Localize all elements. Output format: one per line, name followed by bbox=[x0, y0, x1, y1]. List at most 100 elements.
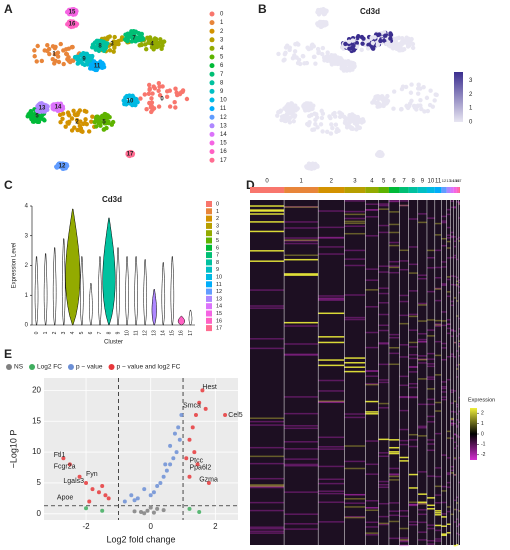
heatmap-streak bbox=[399, 539, 409, 541]
heatmap-streak bbox=[434, 512, 442, 514]
cell-dot bbox=[148, 101, 153, 107]
heatmap-streak bbox=[378, 203, 389, 205]
cell-dot bbox=[320, 111, 326, 116]
heatmap-streak bbox=[441, 490, 447, 492]
cluster-bar bbox=[417, 187, 427, 193]
heatmap-streak bbox=[453, 508, 457, 511]
heatmap-streak bbox=[365, 507, 379, 509]
heatmap-streak bbox=[284, 441, 319, 443]
legend-label: 0 bbox=[216, 201, 219, 207]
heatmap-streak bbox=[399, 384, 409, 387]
violin bbox=[43, 253, 48, 326]
heatmap-streak bbox=[426, 504, 435, 507]
cluster-label: 6 bbox=[393, 179, 397, 185]
heatmap-streak bbox=[453, 275, 457, 278]
heatmap-streak bbox=[388, 211, 400, 213]
heatmap-streak bbox=[365, 203, 379, 205]
cell-dot bbox=[397, 48, 402, 53]
heatmap-streak bbox=[441, 381, 447, 383]
heatmap-streak bbox=[399, 396, 409, 399]
heatmap-streak bbox=[388, 244, 400, 247]
cell-dot bbox=[415, 91, 421, 96]
heatmap-streak bbox=[250, 530, 285, 533]
heatmap-streak bbox=[388, 352, 400, 355]
heatmap-streak bbox=[434, 299, 442, 302]
cell-dot bbox=[57, 112, 63, 118]
legend-swatch bbox=[209, 11, 215, 17]
cell-dot bbox=[35, 43, 40, 49]
point bbox=[197, 509, 202, 514]
cell-dot bbox=[132, 31, 137, 37]
cell-dot bbox=[400, 36, 405, 41]
cell-dot bbox=[148, 36, 153, 42]
heatmap-streak bbox=[417, 362, 427, 364]
cell-dot bbox=[74, 54, 80, 60]
cell-dot bbox=[80, 61, 85, 67]
heatmap-streak bbox=[250, 417, 285, 419]
cell-dot bbox=[80, 53, 85, 59]
cell-dot bbox=[147, 87, 152, 93]
heatmap-streak bbox=[250, 424, 285, 426]
heatmap-streak bbox=[453, 341, 457, 344]
cluster-label: 9 bbox=[82, 57, 86, 63]
violin bbox=[125, 256, 129, 326]
gene-label: Fcgr2a bbox=[54, 464, 76, 471]
cell-dot bbox=[291, 108, 296, 113]
cluster-label: 7 bbox=[132, 36, 136, 42]
heatmap-streak bbox=[388, 452, 400, 455]
heatmap-streak bbox=[458, 363, 460, 366]
heatmap-streak bbox=[450, 437, 454, 439]
heatmap-streak bbox=[456, 283, 459, 286]
cell-dot bbox=[424, 95, 430, 101]
violin bbox=[89, 283, 93, 326]
cell-dot bbox=[319, 115, 325, 121]
cluster-label: 5 bbox=[382, 179, 386, 185]
point bbox=[176, 425, 181, 430]
heatmap-streak bbox=[417, 493, 427, 495]
cell-dot bbox=[83, 117, 88, 122]
heatmap-streak bbox=[388, 363, 400, 366]
cell-dot bbox=[313, 121, 318, 127]
heatmap-streak bbox=[426, 497, 435, 499]
x-tick-label: 1 bbox=[43, 331, 49, 334]
cell-dot bbox=[418, 97, 423, 103]
heatmap-streak bbox=[456, 436, 459, 438]
heatmap-streak bbox=[378, 381, 389, 384]
point bbox=[203, 406, 208, 411]
heatmap-streak bbox=[426, 267, 435, 269]
cell-dot bbox=[112, 34, 117, 40]
cell-dot bbox=[173, 105, 178, 110]
heatmap-streak bbox=[284, 458, 319, 460]
point bbox=[129, 493, 134, 498]
heatmap-streak bbox=[250, 210, 285, 212]
cell-dot bbox=[66, 46, 71, 51]
heatmap-streak bbox=[450, 391, 454, 393]
heatmap-streak bbox=[284, 237, 319, 239]
heatmap-streak bbox=[408, 218, 418, 220]
point bbox=[168, 443, 173, 448]
heatmap-streak bbox=[453, 422, 457, 425]
cell-dot bbox=[39, 58, 45, 64]
cell-dot bbox=[359, 47, 364, 53]
heatmap-streak bbox=[399, 515, 409, 517]
heatmap-streak bbox=[378, 342, 389, 344]
heatmap-streak bbox=[318, 297, 345, 299]
heatmap-streak bbox=[344, 416, 366, 419]
legend-swatch bbox=[206, 295, 212, 302]
point bbox=[197, 400, 202, 405]
heatmap-streak bbox=[388, 231, 400, 234]
heatmap-streak bbox=[284, 463, 319, 466]
colorbar-tick-label: 2 bbox=[469, 92, 473, 98]
legend-label: 10 bbox=[216, 274, 222, 280]
heatmap-streak bbox=[441, 396, 447, 398]
legend-swatch bbox=[206, 208, 212, 215]
heatmap-streak bbox=[365, 526, 379, 528]
heatmap-streak bbox=[408, 354, 418, 356]
heatmap-streak bbox=[450, 283, 454, 286]
heatmap-streak bbox=[450, 256, 454, 259]
heatmap-streak bbox=[408, 521, 418, 523]
heatmap-streak bbox=[456, 445, 459, 447]
legend-label: 2 bbox=[216, 216, 219, 222]
point bbox=[148, 505, 153, 510]
cell-dot bbox=[56, 59, 62, 65]
